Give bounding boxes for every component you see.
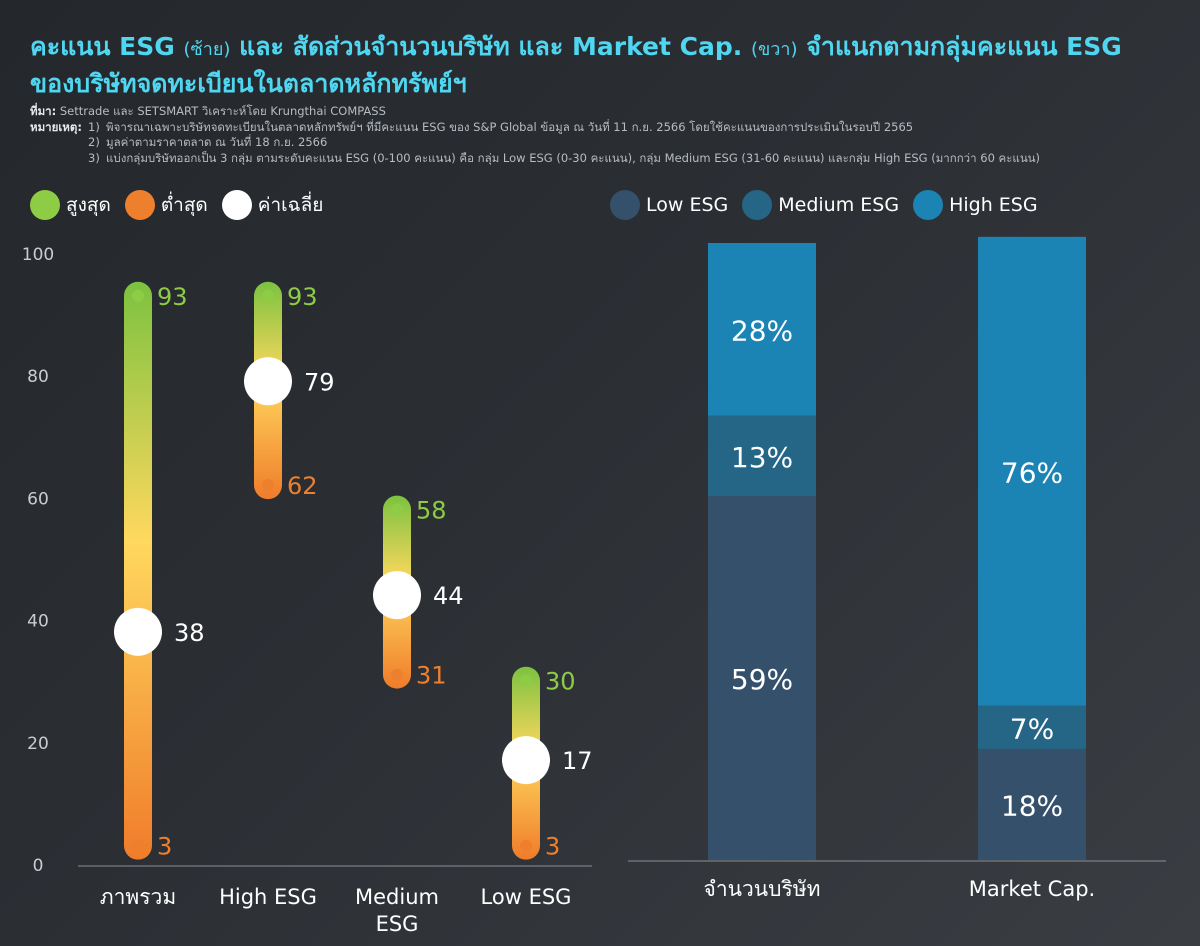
title-line-2: ของบริษัทจดทะเบียนในตลาดหลักทรัพย์ฯ [30,69,467,98]
bar-value-label: 59% [731,663,793,696]
y-tick-label: 40 [27,612,49,632]
legend-right: Low ESG Medium ESG High ESG [610,190,1052,220]
range-chart: 0 20 40 60 80 100 93 3 38 ภาพรวม 93 62 79 High ESG 58 3… [22,245,593,936]
legend-swatch-medium [742,190,773,220]
bar-value-label: 13% [731,441,793,474]
bar-segment [978,748,1086,860]
source-text: Settrade และ SETSMART วิเคราะห์โดย Krung… [59,104,386,118]
notes: ที่มา: Settrade และ SETSMART วิเคราะห์โด… [30,104,1190,166]
bar-segment [708,495,816,860]
max-value-label: 93 [287,283,318,311]
min-value-label: 31 [416,662,447,690]
max-point [520,674,532,687]
max-value-label: 58 [416,497,447,525]
average-point [373,571,421,620]
legend-swatch-avg [221,190,252,220]
average-point [114,607,162,656]
legend-item-avg: ค่าเฉลี่ย [221,190,323,220]
max-point [132,289,144,302]
bar-value-label: 7% [1010,712,1054,745]
legend-item-medium: Medium ESG [742,190,899,220]
legend-item-high: High ESG [913,190,1038,220]
title-line-1: คะแนน ESG (ซ้าย) และ สัดส่วนจำนวนบริษัท … [30,32,1122,61]
bar-value-label: 76% [1001,456,1063,489]
category-label: Low ESG [481,885,572,909]
min-point [132,839,144,852]
chart-title: คะแนน ESG (ซ้าย) และ สัดส่วนจำนวนบริษัท … [30,30,1180,101]
bar-segment [978,236,1086,706]
min-point [262,479,274,492]
bar-value-label: 18% [1001,789,1063,822]
legend-swatch-min [124,190,155,220]
min-value-label: 3 [157,833,172,861]
legend-swatch-high [913,190,944,220]
source-label: ที่มา: [30,104,57,118]
bar-segment [708,243,816,416]
min-value-label: 62 [287,472,318,500]
category-label: Market Cap. [969,877,1095,901]
category-label: จำนวนบริษัท [704,877,821,901]
category-label: Medium [355,885,439,909]
min-point [520,839,532,852]
y-tick-label: 60 [27,489,49,509]
remark-label: หมายเหตุ: [30,119,82,134]
min-value-label: 3 [545,833,560,861]
legend-left: สูงสุด ต่ำสุด ค่าเฉลี่ย [30,190,337,220]
y-tick-label: 20 [27,734,49,754]
legend-swatch-max [30,190,60,220]
stacked-bar-chart: 59% 13% 28% จำนวนบริษัท 18% 7% 76% Market Cap. [628,236,1166,901]
legend-item-min: ต่ำสุด [124,190,208,220]
max-point [391,503,403,516]
y-tick-label: 80 [27,367,49,387]
average-point [502,736,550,785]
average-point [244,357,292,406]
average-value-label: 79 [304,368,335,396]
bar-value-label: 28% [731,314,793,347]
max-point [262,289,274,302]
category-label: ภาพรวม [100,885,176,909]
average-value-label: 44 [433,582,464,610]
y-tick-label: 0 [33,856,44,876]
y-tick-label: 100 [22,245,54,265]
remark-1: หมายเหตุ: 1) พิจารณาเฉพาะบริษัทจดทะเบียน… [30,119,914,134]
remark-3: 3) แบ่งกลุ่มบริษัทออกเป็น 3 กลุ่ม ตามระด… [88,150,1041,165]
average-value-label: 38 [174,619,205,647]
category-label: High ESG [219,885,317,909]
legend-swatch-low [610,190,640,220]
legend-item-max: สูงสุด [30,190,111,220]
remark-2: 2) มูลค่าตามราคาตลาด ณ วันที่ 18 ก.ย. 25… [88,135,328,149]
range-bar [124,281,152,860]
min-point [391,668,403,681]
source-note: ที่มา: Settrade และ SETSMART วิเคราะห์โด… [30,104,1190,120]
max-value-label: 30 [545,668,576,696]
max-value-label: 93 [157,283,188,311]
bar-segment [978,705,1086,749]
category-label: ESG [376,912,419,936]
legend-item-low: Low ESG [610,190,728,220]
average-value-label: 17 [562,747,593,775]
bar-segment [708,415,816,496]
